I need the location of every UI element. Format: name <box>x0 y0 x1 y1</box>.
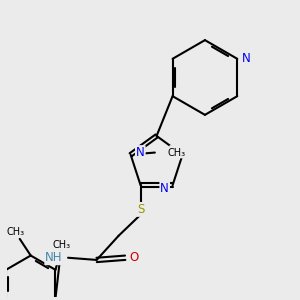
Text: CH₃: CH₃ <box>6 227 24 237</box>
Text: S: S <box>137 203 144 216</box>
Text: N: N <box>160 182 169 195</box>
Text: CH₃: CH₃ <box>167 148 185 158</box>
Text: N: N <box>136 146 145 159</box>
Text: NH: NH <box>45 251 63 264</box>
Text: N: N <box>170 146 179 159</box>
Text: CH₃: CH₃ <box>52 240 71 250</box>
Text: O: O <box>130 251 139 264</box>
Text: N: N <box>242 52 250 65</box>
